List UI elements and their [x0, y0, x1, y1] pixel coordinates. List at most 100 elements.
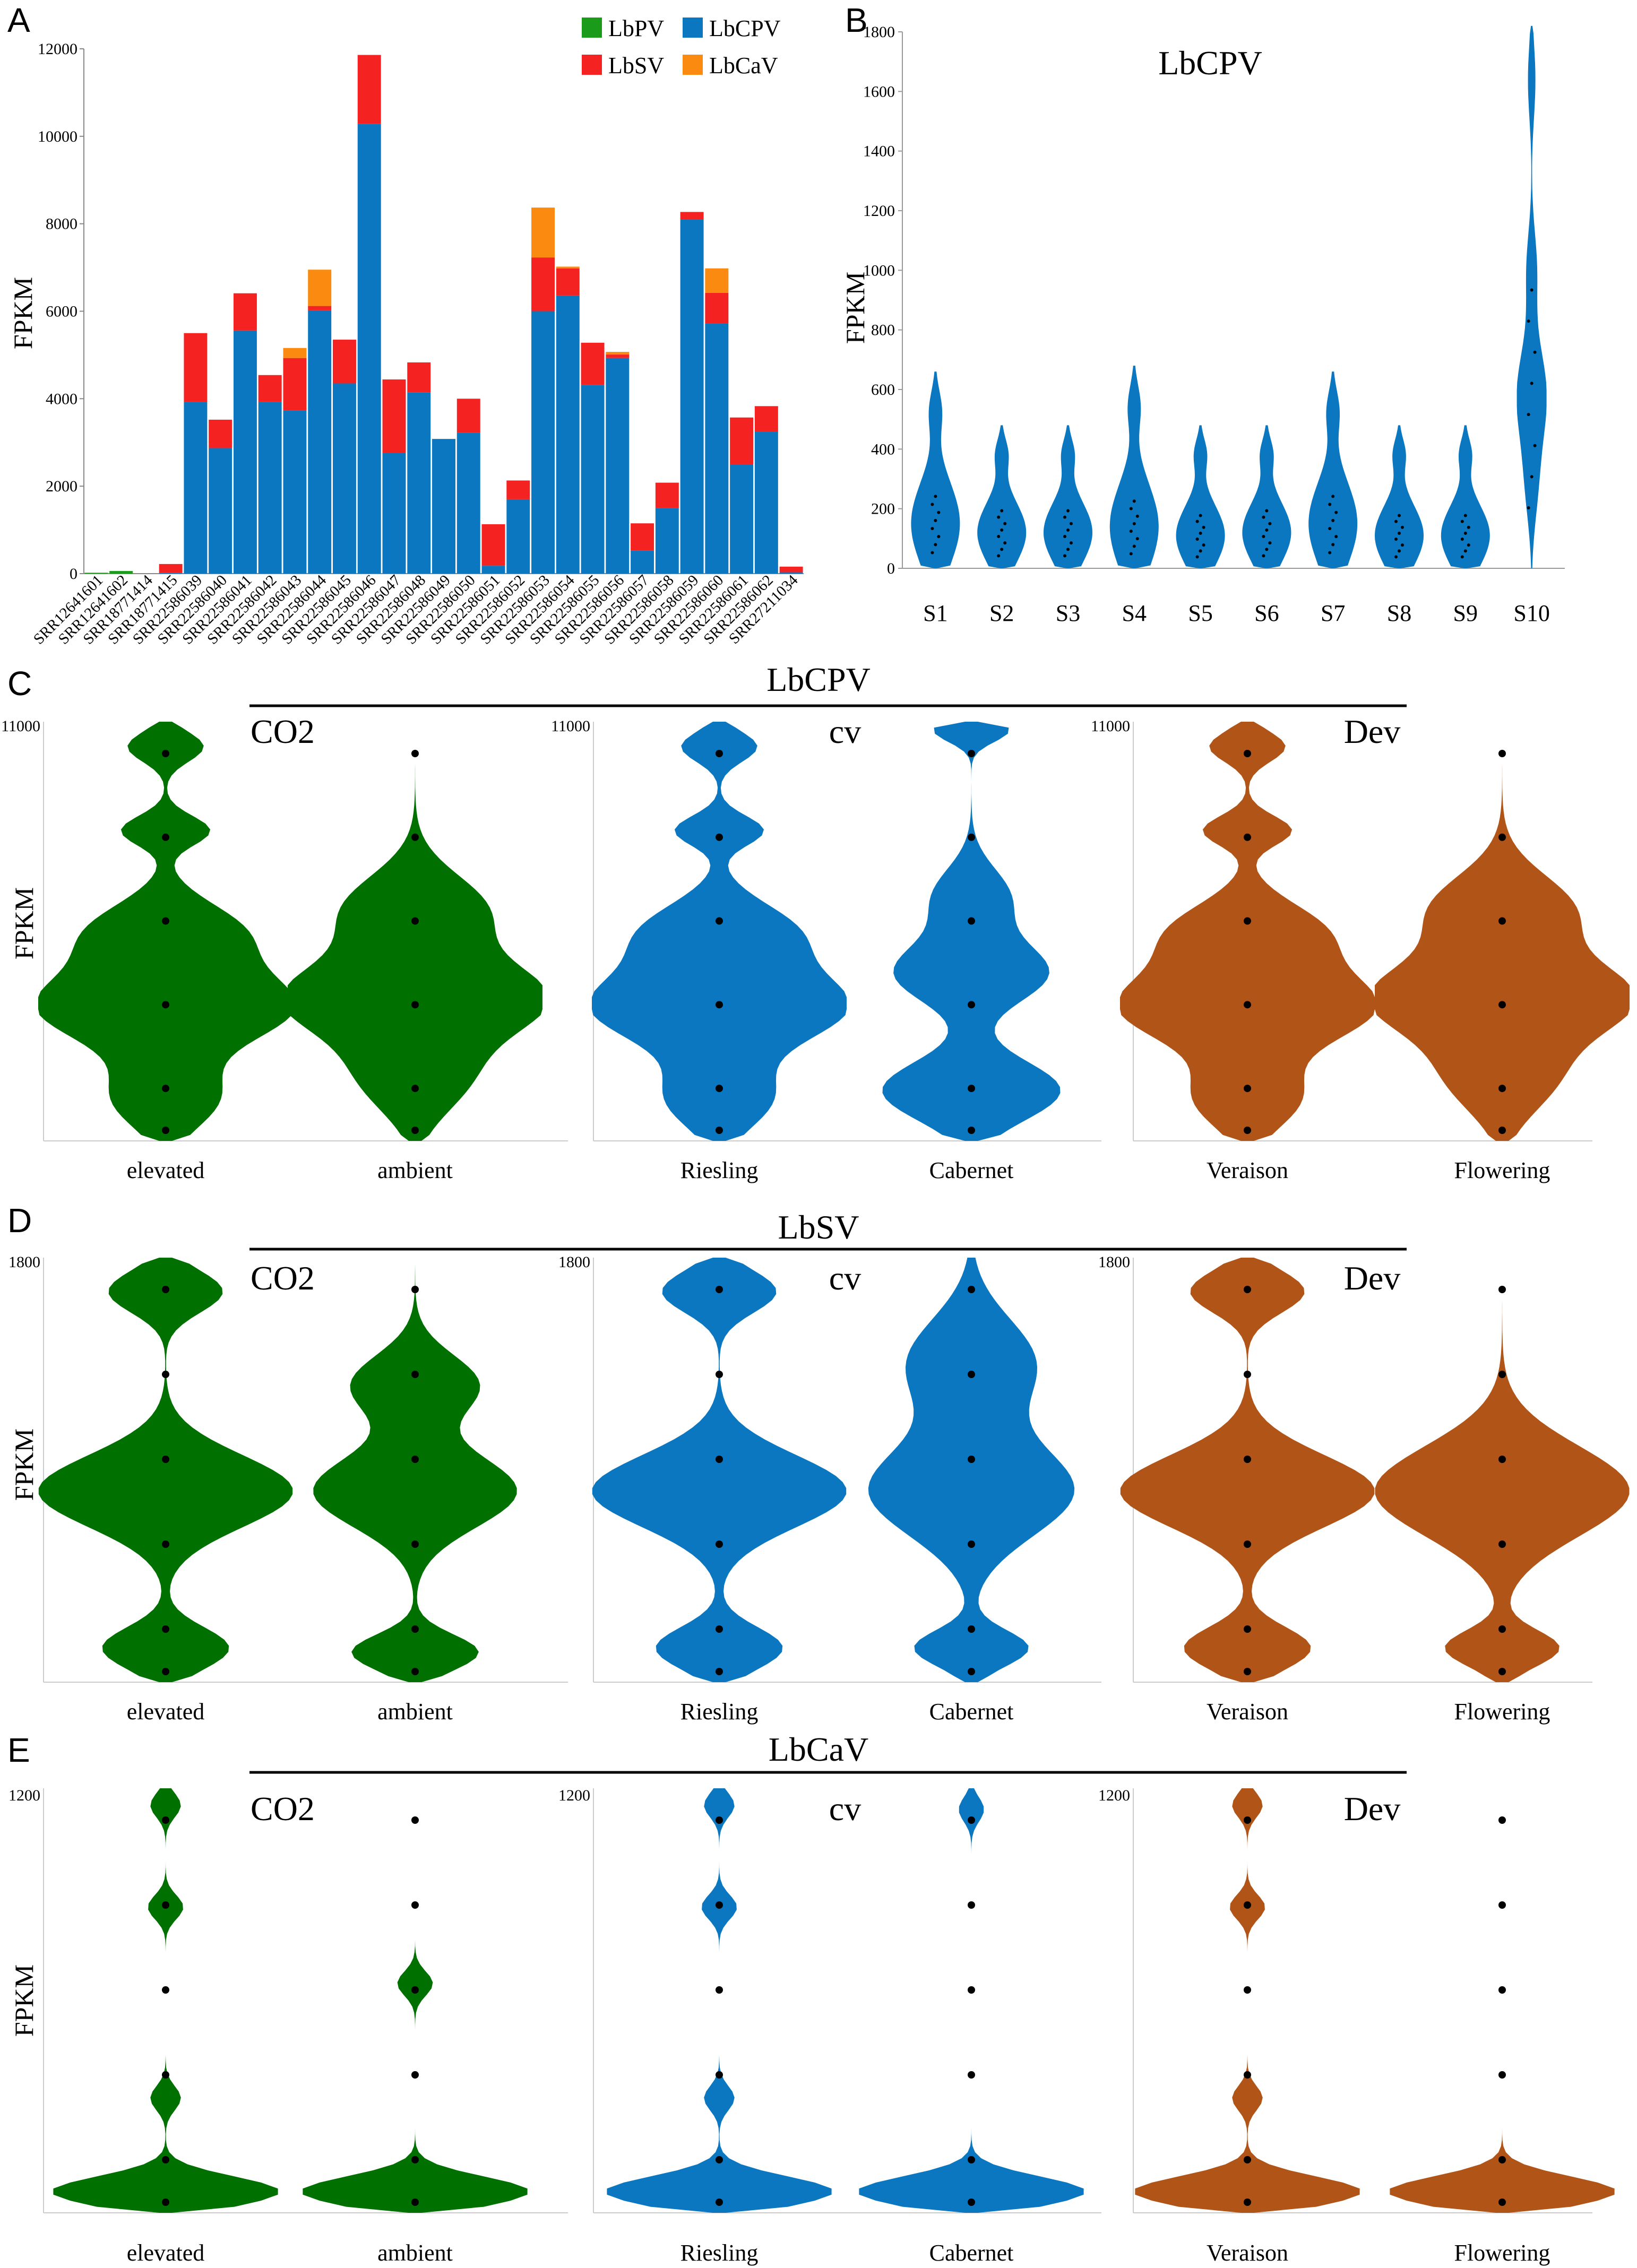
y-max-label: 1800 [1098, 1253, 1130, 1271]
point-Flowering [1498, 1456, 1506, 1463]
point-Riesling [716, 2071, 723, 2079]
bar-LbSV-SRR22586059 [680, 212, 704, 220]
point-S6 [1268, 522, 1272, 525]
point-S8 [1398, 531, 1401, 535]
x-tick-label-S5: S5 [1188, 600, 1212, 626]
x-tick-label-Flowering: Flowering [1454, 2240, 1550, 2266]
y-axis-title-d: FPKM [9, 1429, 39, 1501]
bar-LbCPV-SRR22586053 [531, 311, 555, 574]
point-S5 [1202, 525, 1205, 529]
point-S2 [1000, 509, 1004, 513]
point-S7 [1328, 527, 1332, 531]
point-Flowering [1498, 2071, 1506, 2079]
point-Riesling [716, 2198, 723, 2206]
point-Riesling [716, 833, 723, 841]
point-ambient [411, 917, 419, 925]
bar-LbCPV-SRR22586055 [581, 385, 605, 574]
point-S2 [997, 535, 1001, 539]
group-title-CO2: CO2 [251, 1259, 315, 1297]
point-S5 [1195, 520, 1199, 523]
point-Riesling [716, 1625, 723, 1633]
y-max-label: 11000 [1, 717, 40, 735]
point-S4 [1132, 544, 1136, 548]
y-tick-label-a: 12000 [38, 40, 77, 58]
point-Veraison [1244, 2156, 1251, 2163]
y-axis-title-e: FPKM [9, 1964, 39, 2037]
violin-S7 [1308, 371, 1358, 568]
point-ambient [411, 750, 419, 757]
point-S9 [1467, 525, 1470, 529]
bar-LbCPV-SRR18771415 [159, 573, 183, 574]
x-tick-label-elevated: elevated [127, 2240, 205, 2266]
x-tick-label-Cabernet: Cabernet [929, 1157, 1014, 1183]
bar-LbSV-SRR22586043 [283, 358, 307, 411]
point-elevated [162, 2071, 169, 2079]
point-S7 [1328, 503, 1332, 506]
point-S2 [997, 515, 1001, 519]
y-max-label: 11000 [1091, 717, 1130, 735]
legend-label-LbSV: LbSV [608, 53, 664, 79]
point-Flowering [1498, 833, 1506, 841]
x-tick-label-S1: S1 [923, 600, 947, 626]
point-S6 [1268, 541, 1272, 545]
bar-LbCPV-SRR22586059 [680, 219, 704, 574]
legend-label-LbCPV: LbCPV [709, 15, 781, 41]
point-S2 [1000, 548, 1004, 551]
violin-Riesling [607, 1788, 832, 2213]
bar-LbCPV-SRR22586058 [655, 508, 679, 574]
violin-Veraison [1135, 1788, 1360, 2213]
y-tick-label-a: 4000 [46, 390, 77, 408]
point-S1 [930, 503, 934, 506]
x-tick-label-S6: S6 [1254, 600, 1279, 626]
group-title-CO2: CO2 [251, 713, 315, 750]
point-elevated [162, 917, 169, 925]
bar-LbPV-SRR12641602 [109, 571, 133, 574]
point-Veraison [1244, 1668, 1251, 1675]
point-S10 [1530, 475, 1533, 479]
point-Veraison [1244, 917, 1251, 925]
point-Flowering [1498, 1371, 1506, 1378]
x-tick-label-Riesling: Riesling [680, 2240, 759, 2266]
y-axis-title-a: FPKM [8, 277, 38, 349]
point-elevated [162, 1456, 169, 1463]
point-Riesling [716, 1085, 723, 1093]
point-S2 [1003, 541, 1007, 545]
x-tick-label-ambient: ambient [377, 2240, 453, 2266]
y-tick-label-a: 6000 [46, 303, 77, 321]
point-S1 [930, 551, 934, 555]
bar-LbSV-SRR27211034 [779, 566, 803, 573]
point-elevated [162, 1127, 169, 1134]
bar-LbCPV-SRR22586045 [332, 383, 356, 574]
point-elevated [162, 1625, 169, 1633]
bar-LbSV-SRR22586048 [407, 362, 431, 393]
group-title-cv: cv [829, 713, 861, 750]
violin-ambient [313, 1258, 517, 1682]
violin-Veraison [1120, 1258, 1375, 1682]
point-Flowering [1498, 1286, 1506, 1293]
bar-LbSV-SRR18771415 [159, 564, 183, 573]
point-Cabernet [968, 1986, 975, 1994]
bar-LbSV-SRR22586052 [506, 480, 530, 499]
point-S6 [1262, 535, 1265, 539]
x-tick-label-Flowering: Flowering [1454, 1699, 1550, 1725]
point-elevated [162, 1816, 169, 1824]
group-title-Dev: Dev [1344, 1259, 1401, 1297]
violin-Veraison [1120, 722, 1375, 1141]
violin-S10 [1517, 25, 1547, 569]
bar-LbSV-SRR22586062 [754, 406, 778, 432]
y-axis-title-c: FPKM [9, 887, 39, 959]
bar-LbSV-SRR22586051 [481, 524, 505, 566]
point-S1 [937, 535, 941, 539]
point-S8 [1398, 549, 1401, 553]
point-S9 [1463, 549, 1467, 553]
bar-LbCPV-SRR22586047 [382, 453, 406, 574]
y-tick-label-b: 800 [871, 322, 895, 339]
point-S7 [1331, 495, 1335, 498]
x-tick-label-ambient: ambient [377, 1157, 453, 1183]
point-Veraison [1244, 2198, 1251, 2206]
group-title-Dev: Dev [1344, 1790, 1401, 1828]
violin-Cabernet [868, 1258, 1075, 1682]
point-S3 [1070, 522, 1073, 525]
point-Flowering [1498, 1668, 1506, 1675]
point-S2 [1003, 522, 1007, 525]
